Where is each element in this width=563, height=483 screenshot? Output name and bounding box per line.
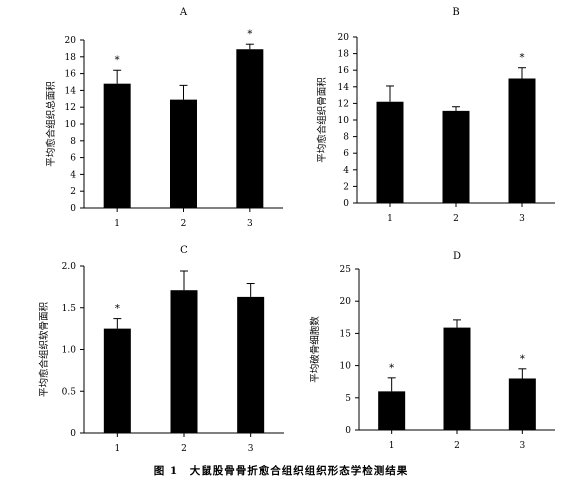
y-tick-label: 20 bbox=[65, 36, 77, 46]
significance-mark: * bbox=[389, 363, 394, 374]
y-tick-label: 14 bbox=[338, 83, 350, 93]
y-tick-label: 4 bbox=[70, 170, 76, 180]
y-tick-label: 4 bbox=[343, 166, 349, 176]
y-tick-label: 2 bbox=[70, 187, 76, 197]
y-tick-label: 5 bbox=[345, 394, 351, 404]
y-tick-label: 6 bbox=[70, 154, 76, 164]
chart-panel-c: C 0 0.5 1.0 1.5 2.0 平均愈合组织软骨面积 1 * 2 3 bbox=[38, 245, 284, 454]
chart-panel-a: A 0 2 4 6 8 10 12 14 16 18 20 平均愈合组织总面积 1 * 2 3 * bbox=[45, 7, 283, 229]
bar-1 bbox=[378, 391, 406, 430]
y-axis-label: 平均愈合组织骨面积 bbox=[316, 77, 328, 163]
panel-title: A bbox=[179, 7, 188, 18]
significance-mark: * bbox=[520, 354, 525, 365]
y-tick-label: 25 bbox=[340, 265, 352, 275]
significance-mark: * bbox=[520, 53, 525, 64]
bar-2 bbox=[170, 290, 198, 433]
x-tick-label: 3 bbox=[519, 214, 525, 224]
bar-3 bbox=[236, 49, 264, 208]
x-tick-label: 2 bbox=[181, 444, 187, 454]
bar-1 bbox=[103, 328, 131, 433]
x-tick-label: 1 bbox=[114, 219, 120, 229]
significance-mark: * bbox=[115, 304, 120, 315]
y-tick-label: 0 bbox=[345, 426, 351, 436]
y-tick-label: 0 bbox=[343, 199, 349, 209]
y-tick-label: 0 bbox=[70, 204, 76, 214]
significance-mark: * bbox=[115, 55, 120, 66]
y-tick-label: 1.0 bbox=[62, 346, 77, 356]
bar-3 bbox=[237, 296, 265, 433]
y-tick-label: 6 bbox=[343, 149, 349, 159]
significance-mark: * bbox=[247, 29, 252, 40]
y-tick-label: 2 bbox=[343, 182, 349, 192]
bar-2 bbox=[442, 110, 470, 203]
y-tick-label: 12 bbox=[65, 103, 76, 113]
bar-2 bbox=[170, 99, 197, 208]
x-tick-label: 1 bbox=[114, 444, 120, 454]
y-tick-label: 12 bbox=[338, 99, 349, 109]
y-tick-label: 1.5 bbox=[62, 304, 77, 314]
panel-title: D bbox=[453, 251, 461, 262]
y-tick-label: 20 bbox=[340, 297, 352, 307]
figure-caption: 图 1 大鼠股骨骨折愈合组织组织形态学检测结果 bbox=[154, 464, 408, 477]
y-tick-label: 20 bbox=[338, 33, 350, 43]
y-tick-label: 10 bbox=[65, 120, 77, 130]
y-tick-label: 8 bbox=[343, 133, 349, 143]
y-tick-label: 18 bbox=[338, 50, 350, 60]
panel-title: B bbox=[452, 7, 459, 18]
y-tick-label: 18 bbox=[65, 53, 77, 63]
panel-title: C bbox=[180, 245, 188, 256]
bar-3 bbox=[508, 378, 536, 430]
y-tick-label: 14 bbox=[65, 86, 77, 96]
x-tick-label: 2 bbox=[453, 214, 459, 224]
bar-1 bbox=[376, 101, 404, 203]
y-tick-label: 15 bbox=[340, 329, 352, 339]
y-axis-label: 平均愈合组织总面积 bbox=[45, 81, 57, 167]
y-tick-label: 0.5 bbox=[62, 387, 77, 397]
y-tick-label: 10 bbox=[340, 362, 352, 372]
y-tick-label: 2.0 bbox=[62, 262, 77, 272]
y-axis-label: 平均破骨细胞数 bbox=[309, 316, 321, 383]
y-tick-label: 16 bbox=[65, 70, 77, 80]
bar-2 bbox=[443, 327, 471, 430]
y-axis-label: 平均愈合组织软骨面积 bbox=[38, 302, 50, 398]
chart-panel-d: D 0 5 10 15 20 25 平均破骨细胞数 1 * 2 3 * bbox=[309, 251, 555, 451]
bar-3 bbox=[508, 78, 536, 203]
y-tick-label: 16 bbox=[338, 66, 350, 76]
x-tick-label: 3 bbox=[247, 219, 253, 229]
x-tick-label: 2 bbox=[181, 219, 187, 229]
x-tick-label: 3 bbox=[519, 441, 525, 451]
x-tick-label: 1 bbox=[389, 441, 395, 451]
x-tick-label: 3 bbox=[248, 444, 254, 454]
y-tick-label: 10 bbox=[338, 116, 350, 126]
x-tick-label: 2 bbox=[454, 441, 460, 451]
x-tick-label: 1 bbox=[387, 214, 393, 224]
bar-1 bbox=[103, 83, 131, 208]
y-tick-label: 8 bbox=[70, 137, 76, 147]
y-tick-label: 0 bbox=[70, 429, 76, 439]
